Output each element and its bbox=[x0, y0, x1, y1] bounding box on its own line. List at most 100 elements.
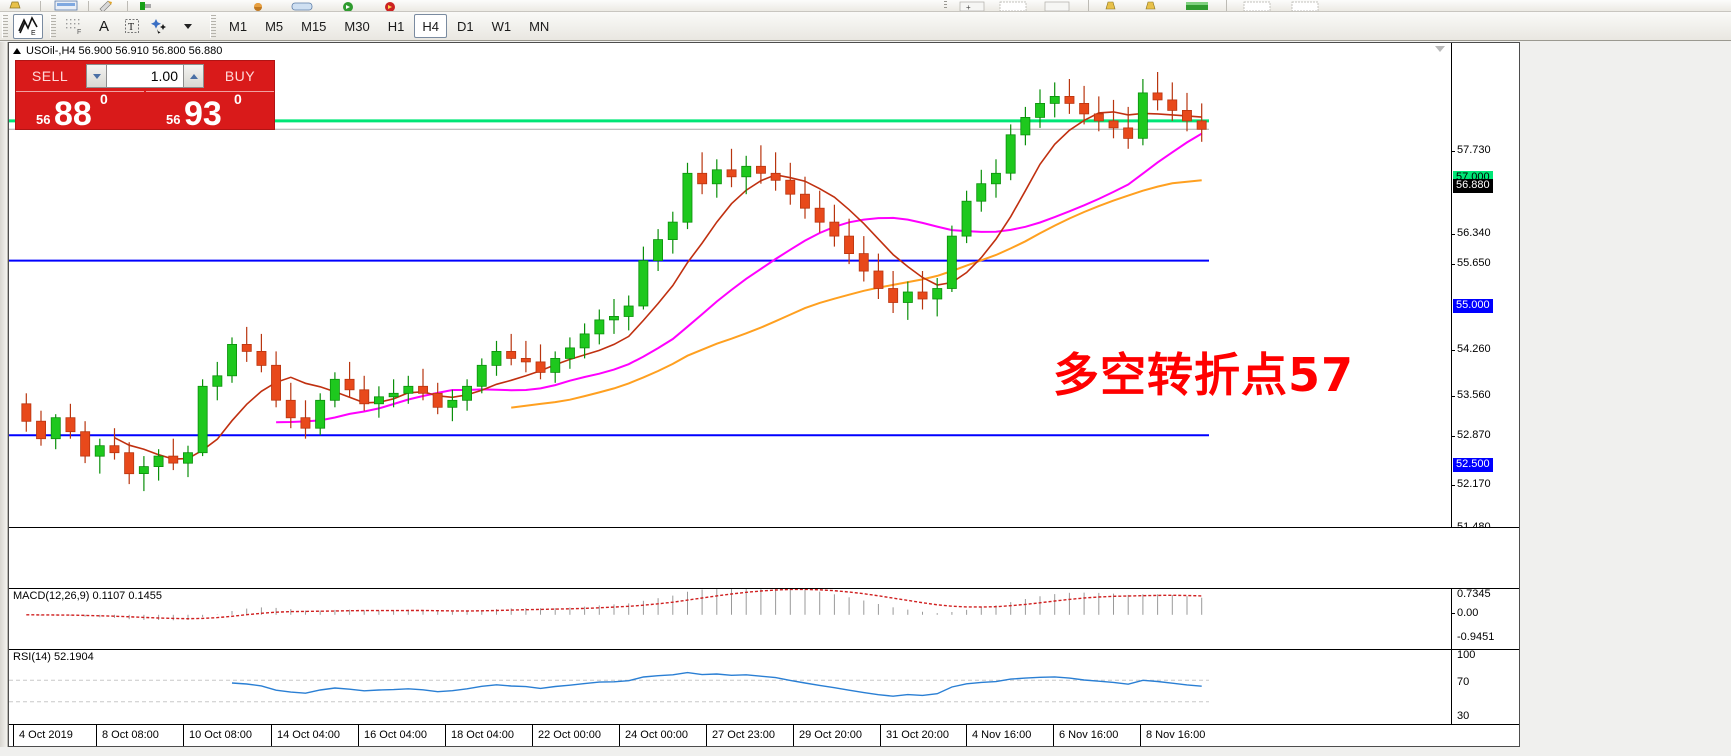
indicators-icon: E bbox=[18, 16, 38, 36]
macd-scale-min: -0.9451 bbox=[1457, 631, 1495, 643]
upper-toolbar-icons: + bbox=[9, 0, 1319, 12]
toolbar-grip-2[interactable] bbox=[50, 14, 56, 38]
chart-titlebar: USOil-,H4 56.900 56.910 56.800 56.880 bbox=[9, 43, 1519, 58]
rsi-label: RSI(14) 52.1904 bbox=[13, 651, 94, 663]
price-tick-label: 52.170 bbox=[1457, 478, 1491, 490]
chart-annotation-text[interactable]: 多空转折点57 bbox=[1053, 348, 1355, 402]
time-tick bbox=[1140, 725, 1141, 746]
timeframe-button-d1[interactable]: D1 bbox=[456, 18, 474, 34]
time-tick bbox=[358, 725, 359, 746]
objects-button[interactable] bbox=[147, 14, 173, 39]
time-axis-label: 6 Nov 16:00 bbox=[1059, 729, 1119, 741]
text-label-button[interactable]: A bbox=[91, 14, 117, 39]
price-badge[interactable]: 56.880 bbox=[1453, 179, 1493, 193]
chart-window-scroll-column[interactable] bbox=[0, 42, 8, 747]
timeframe-button-h4[interactable]: H4 bbox=[414, 14, 447, 38]
price-tick-label: 57.730 bbox=[1457, 144, 1491, 156]
macd-scale[interactable]: 0.7345 0.00 -0.9451 bbox=[1451, 588, 1519, 648]
price-tick bbox=[1452, 234, 1455, 235]
price-tick bbox=[1452, 264, 1455, 265]
time-tick bbox=[13, 725, 14, 746]
timeframe-button-mn[interactable]: MN bbox=[529, 18, 550, 34]
volume-value[interactable]: 1.00 bbox=[150, 68, 178, 84]
time-axis-label: 4 Oct 2019 bbox=[19, 729, 73, 741]
price-tick-label: 53.560 bbox=[1457, 389, 1491, 401]
price-tick bbox=[1452, 151, 1455, 152]
price-tick bbox=[1452, 436, 1455, 437]
sell-price-main: 88 bbox=[54, 95, 92, 133]
time-axis-label: 16 Oct 04:00 bbox=[364, 729, 427, 741]
price-tick bbox=[1452, 485, 1455, 486]
macd-chart-svg bbox=[9, 528, 1453, 588]
time-axis-label: 4 Nov 16:00 bbox=[972, 729, 1032, 741]
svg-text:F: F bbox=[77, 29, 81, 35]
timeframe-bar[interactable]: M1 M5 M15 M30 H1 H4 D1 W1 MN bbox=[220, 14, 558, 38]
chart-toolbar[interactable]: E F A T bbox=[0, 12, 1731, 41]
time-tick bbox=[96, 725, 97, 746]
oct-header-row: SELL 1.00 BUY bbox=[16, 61, 274, 91]
timeframe-button-m15[interactable]: M15 bbox=[301, 18, 327, 34]
time-axis-label: 27 Oct 23:00 bbox=[712, 729, 775, 741]
chevron-down-icon bbox=[184, 23, 192, 29]
svg-text:+: + bbox=[966, 3, 971, 12]
timeframe-button-w1[interactable]: W1 bbox=[491, 18, 512, 34]
volume-increase-button[interactable] bbox=[183, 65, 203, 87]
price-pane[interactable] bbox=[9, 58, 1453, 526]
indicator-list-button[interactable]: E bbox=[13, 13, 43, 39]
time-tick bbox=[183, 725, 184, 746]
buy-button[interactable]: BUY bbox=[224, 68, 256, 84]
time-axis-label: 14 Oct 04:00 bbox=[277, 729, 340, 741]
upper-toolbar-strip[interactable]: + bbox=[0, 0, 1731, 12]
price-tick-label: 56.340 bbox=[1457, 227, 1491, 239]
volume-stepper[interactable]: 1.00 bbox=[86, 64, 204, 88]
chart-title: USOil-,H4 56.900 56.910 56.800 56.880 bbox=[26, 44, 223, 57]
time-axis-label: 29 Oct 20:00 bbox=[799, 729, 862, 741]
time-tick bbox=[706, 725, 707, 746]
rsi-scale-30: 30 bbox=[1457, 710, 1470, 722]
text-box-icon: T bbox=[125, 19, 139, 33]
objects-dropdown-button[interactable] bbox=[175, 14, 201, 39]
volume-decrease-button[interactable] bbox=[87, 65, 107, 87]
buy-price-display[interactable]: 56 93 0 bbox=[146, 91, 274, 131]
time-tick bbox=[966, 725, 967, 746]
caret-down-icon bbox=[92, 73, 101, 79]
timeframe-button-h1[interactable]: H1 bbox=[387, 18, 405, 34]
rsi-subwindow[interactable]: RSI(14) 52.1904 100 70 30 bbox=[9, 649, 1519, 726]
macd-subwindow[interactable] bbox=[9, 527, 1519, 588]
sell-button[interactable]: SELL bbox=[31, 68, 69, 84]
rsi-plot-svg bbox=[9, 671, 1209, 703]
chart-menu-caret-icon[interactable] bbox=[1435, 46, 1445, 52]
price-tick bbox=[1452, 350, 1455, 351]
macd-subwindow-body[interactable]: MACD(12,26,9) 0.1107 0.1455 0.7345 0.00 … bbox=[9, 588, 1519, 648]
collapse-triangle-icon[interactable] bbox=[13, 47, 21, 54]
one-click-trading-panel[interactable]: SELL 1.00 BUY 56 88 0 bbox=[15, 60, 275, 133]
oct-price-row: 56 88 0 56 93 0 bbox=[16, 91, 274, 133]
time-axis[interactable]: 4 Oct 2019 8 Oct 08:00 10 Oct 08:00 14 Oct … bbox=[9, 724, 1519, 746]
shapes-icon bbox=[151, 19, 166, 34]
timeframe-button-m30[interactable]: M30 bbox=[344, 18, 370, 34]
time-axis-label: 8 Nov 16:00 bbox=[1146, 729, 1206, 741]
price-badge[interactable]: 52.500 bbox=[1453, 458, 1493, 472]
sell-price-display[interactable]: 56 88 0 bbox=[16, 91, 144, 133]
crosshair-button[interactable]: F bbox=[61, 14, 89, 39]
dotted-grid-icon: F bbox=[66, 19, 81, 35]
rsi-scale-100: 100 bbox=[1457, 649, 1476, 661]
macd-scale-max: 0.7345 bbox=[1457, 588, 1491, 600]
text-box-button[interactable]: T bbox=[119, 14, 145, 39]
price-badge[interactable]: 55.000 bbox=[1453, 299, 1493, 313]
rsi-scale[interactable]: 100 70 30 bbox=[1451, 649, 1519, 726]
macd-label: MACD(12,26,9) 0.1107 0.1455 bbox=[13, 590, 162, 602]
time-axis-label: 24 Oct 00:00 bbox=[625, 729, 688, 741]
time-axis-label: 18 Oct 04:00 bbox=[451, 729, 514, 741]
timeframe-button-m5[interactable]: M5 bbox=[265, 18, 284, 34]
sell-price-prefix: 56 bbox=[36, 112, 51, 127]
chart-window[interactable]: USOil-,H4 56.900 56.910 56.800 56.880 57… bbox=[8, 42, 1520, 747]
timeframe-button-m1[interactable]: M1 bbox=[229, 18, 248, 34]
toolbar-grip-3[interactable] bbox=[210, 14, 216, 38]
time-axis-label: 22 Oct 00:00 bbox=[538, 729, 601, 741]
sell-price-fraction: 0 bbox=[100, 91, 108, 107]
toolbar-grip[interactable] bbox=[2, 14, 8, 38]
caret-up-icon bbox=[189, 73, 198, 79]
time-axis-label: 31 Oct 20:00 bbox=[886, 729, 949, 741]
